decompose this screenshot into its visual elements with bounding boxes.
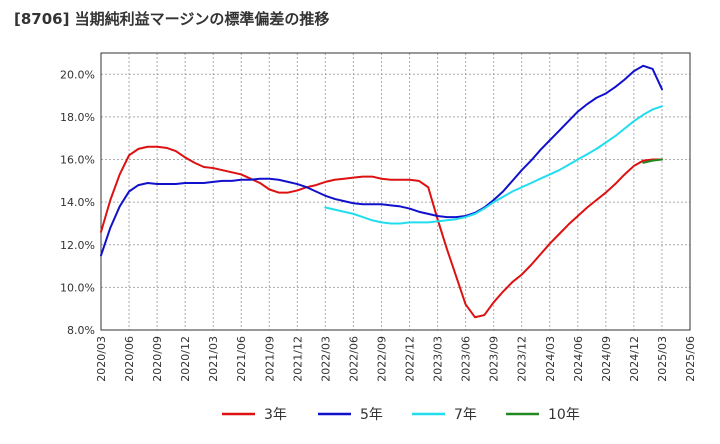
x-tick-label: 2020/06 — [123, 336, 136, 382]
x-tick-label: 2020/09 — [151, 336, 164, 382]
plot-frame — [100, 52, 691, 331]
x-tick-label: 2023/09 — [488, 336, 501, 382]
x-tick-label: 2025/03 — [656, 336, 669, 382]
series-line-4 — [642, 158, 663, 164]
x-tick-label: 2023/03 — [432, 336, 445, 382]
y-tick-label: 8.0% — [67, 324, 95, 337]
y-tick-label: 14.0% — [60, 196, 95, 209]
x-tick-label: 2024/03 — [544, 336, 557, 382]
x-tick-label: 2024/12 — [628, 336, 641, 382]
legend-label-1: 3年 — [264, 407, 287, 423]
series-line-3 — [324, 105, 663, 225]
x-axis-ticks: 2020/03 2020/06 2020/09 2020/12 2021/03 2021/… — [95, 336, 697, 382]
x-tick-label: 2021/09 — [263, 336, 276, 382]
x-tick-label: 2020/03 — [95, 336, 108, 382]
x-tick-label: 2022/09 — [375, 336, 388, 382]
series-line-1 — [100, 145, 663, 319]
y-tick-label: 20.0% — [60, 68, 95, 81]
x-tick-label: 2023/06 — [460, 336, 473, 382]
legend: 3年 5年 7年 10年 — [222, 407, 580, 423]
x-tick-label: 2024/09 — [600, 336, 613, 382]
x-tick-label: 2022/06 — [347, 336, 360, 382]
x-tick-label: 2021/12 — [291, 336, 304, 382]
y-axis-ticks: 8.0% 10.0% 12.0% 14.0% 16.0% 18.0% 20.0% — [60, 68, 95, 337]
legend-label-4: 10年 — [548, 407, 580, 423]
y-tick-label: 18.0% — [60, 111, 95, 124]
x-tick-label: 2022/03 — [319, 336, 332, 382]
x-tick-label: 2023/12 — [516, 336, 529, 382]
series-lines — [100, 64, 663, 319]
x-tick-label: 2020/12 — [179, 336, 192, 382]
legend-label-2: 5年 — [360, 407, 383, 423]
plot-area — [101, 53, 690, 330]
x-tick-label: 2021/06 — [235, 336, 248, 382]
x-tick-label: 2021/03 — [207, 336, 220, 382]
plot-background — [101, 53, 690, 330]
legend-label-3: 7年 — [454, 407, 477, 423]
chart-title: [8706] 当期純利益マージンの標準偏差の推移 — [14, 10, 330, 28]
grid-lines — [100, 52, 691, 331]
series-line-2 — [100, 64, 663, 257]
x-tick-label: 2025/06 — [684, 336, 697, 382]
y-tick-label: 12.0% — [60, 239, 95, 252]
x-tick-label: 2024/06 — [572, 336, 585, 382]
x-tick-label: 2022/12 — [404, 336, 417, 382]
y-tick-label: 16.0% — [60, 154, 95, 167]
y-tick-label: 10.0% — [60, 281, 95, 294]
